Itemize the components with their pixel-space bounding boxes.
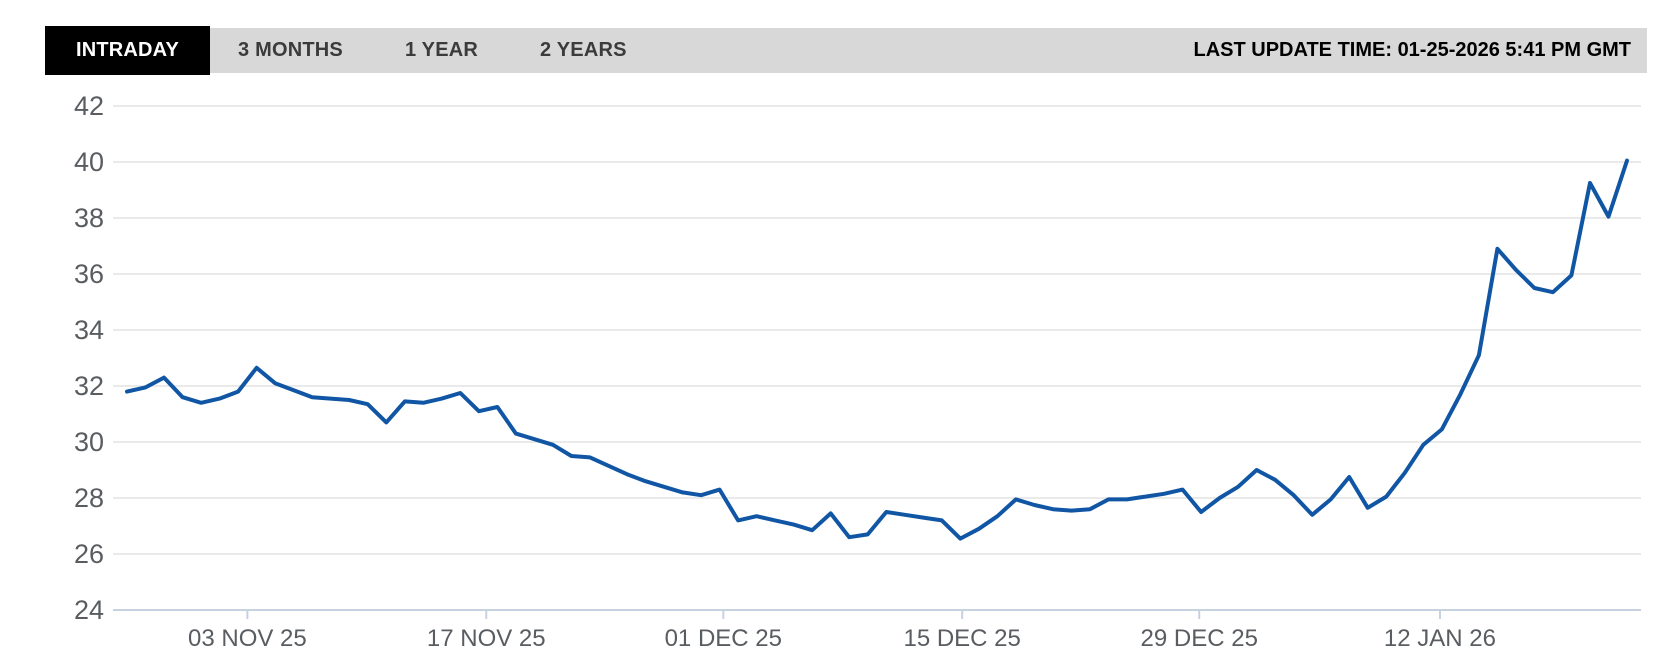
price-series-line xyxy=(125,158,1629,541)
tab-3-months[interactable]: 3 MONTHS xyxy=(238,39,343,61)
x-axis-tick-label: 03 NOV 25 xyxy=(188,625,307,652)
tab-intraday[interactable]: INTRADAY xyxy=(45,26,210,75)
tab-1-year[interactable]: 1 YEAR xyxy=(404,39,479,61)
y-axis-tick-label: 36 xyxy=(74,259,104,289)
y-axis-tick-label: 28 xyxy=(74,483,104,513)
x-axis-tick-label: 01 DEC 25 xyxy=(665,625,782,652)
y-axis-tick-label: 26 xyxy=(74,539,104,569)
tab-2-years[interactable]: 2 YEARS xyxy=(540,39,627,61)
y-axis-tick-label: 42 xyxy=(74,91,104,121)
y-axis-tick-label: 34 xyxy=(74,315,104,345)
y-axis-tick-label: 40 xyxy=(74,147,104,177)
y-axis-tick-label: 30 xyxy=(74,427,104,457)
y-axis-tick-label: 24 xyxy=(74,595,104,625)
y-axis-tick-label: 38 xyxy=(74,203,104,233)
chart-range-tabbar: INTRADAY 3 MONTHS 1 YEAR 2 YEARS LAST UP… xyxy=(45,26,1647,75)
x-axis-tick-label: 29 DEC 25 xyxy=(1141,625,1258,652)
x-axis-tick-label: 12 JAN 26 xyxy=(1384,625,1496,652)
last-update-time: LAST UPDATE TIME: 01-25-2026 5:41 PM GMT xyxy=(1193,39,1632,61)
x-axis-tick-label: 15 DEC 25 xyxy=(903,625,1020,652)
y-axis-tick-label: 32 xyxy=(74,371,104,401)
x-axis-tick-label: 17 NOV 25 xyxy=(427,625,546,652)
